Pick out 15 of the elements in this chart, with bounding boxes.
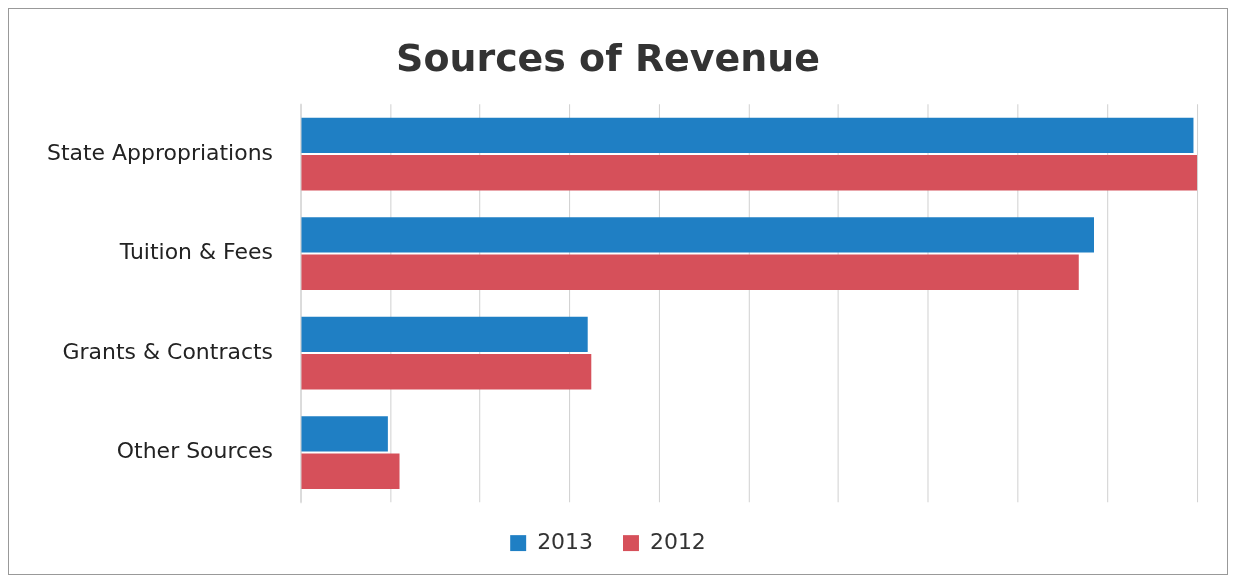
bar bbox=[301, 117, 1194, 154]
y-tick-label: Grants & Contracts bbox=[62, 338, 273, 364]
bar bbox=[301, 353, 592, 390]
y-tick-label: Tuition & Fees bbox=[118, 239, 273, 265]
chart-title: Sources of Revenue bbox=[396, 36, 820, 81]
y-tick-label: State Appropriations bbox=[46, 139, 273, 165]
bar bbox=[301, 254, 1079, 290]
y-tick-label: Other Sources bbox=[116, 438, 273, 464]
bar bbox=[301, 154, 1198, 191]
legend-label: 2012 bbox=[649, 528, 706, 554]
bar bbox=[301, 416, 388, 452]
legend-label: 2013 bbox=[537, 528, 594, 554]
bar bbox=[301, 453, 400, 489]
bar bbox=[301, 217, 1094, 253]
bar bbox=[301, 316, 588, 353]
